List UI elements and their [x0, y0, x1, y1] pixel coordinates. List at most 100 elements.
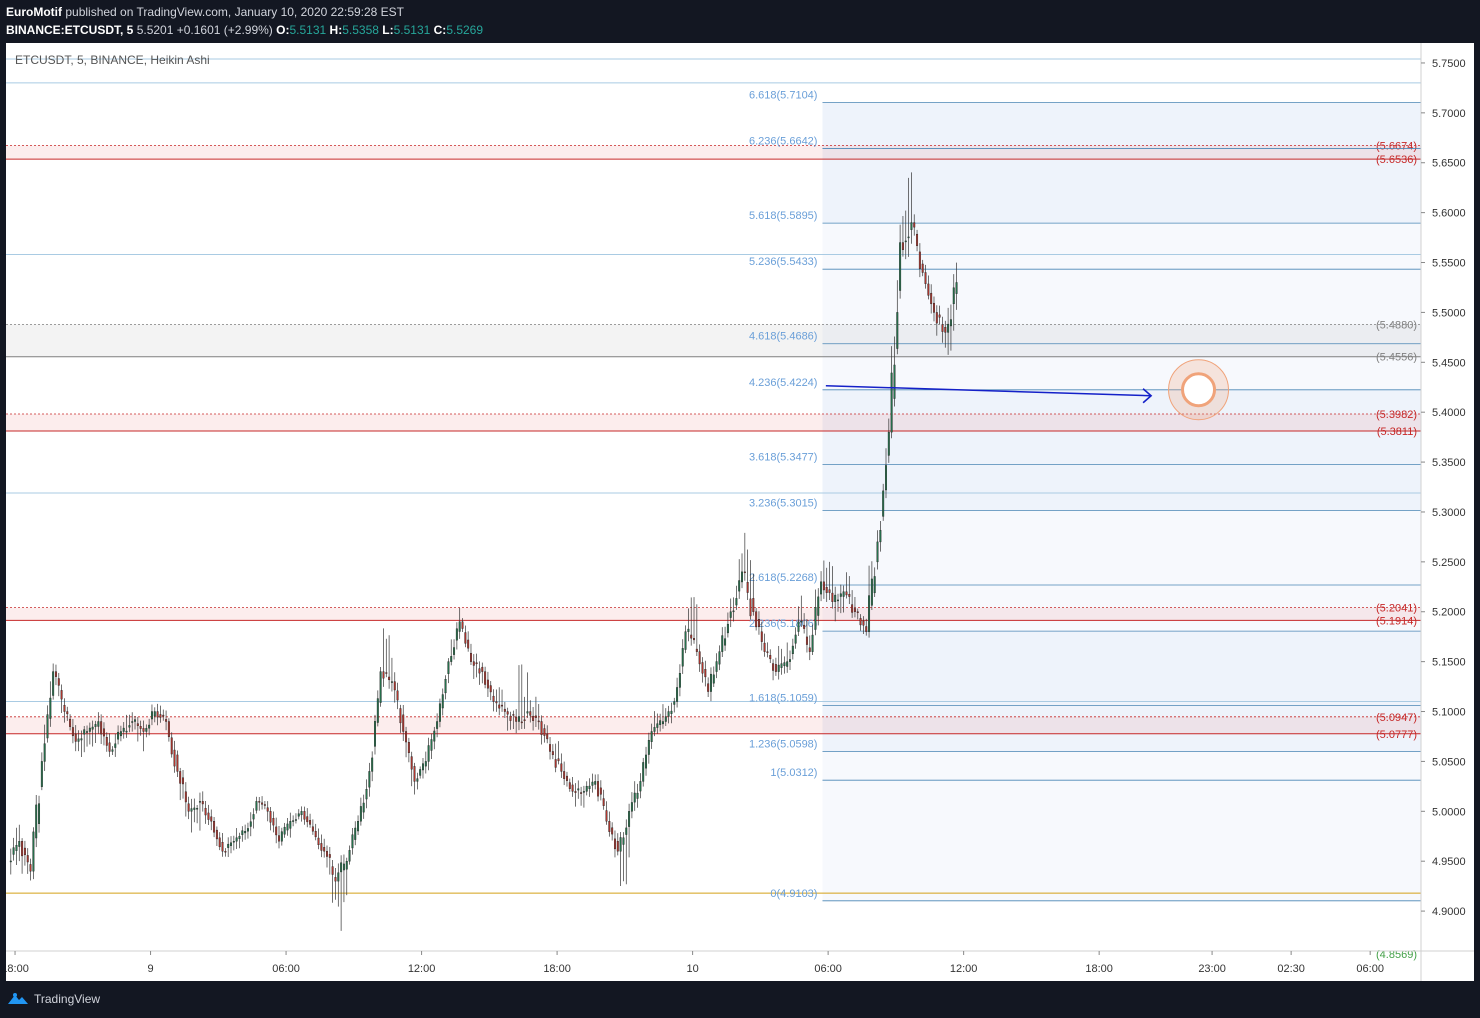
candle-body: [899, 242, 902, 291]
candle-body: [40, 761, 43, 787]
candle-body: [134, 719, 136, 722]
zone-band: [6, 607, 1421, 621]
candle-body: [811, 634, 814, 652]
candle-body: [424, 761, 427, 767]
candle-body: [543, 728, 546, 736]
candle-body: [368, 771, 371, 788]
arrow-head: [1142, 388, 1153, 404]
time-tick-label: 12:00: [950, 963, 978, 975]
publish-header: EuroMotif published on TradingView.com, …: [0, 0, 1480, 42]
tradingview-logo-icon[interactable]: [6, 990, 30, 1011]
candle-body: [715, 661, 718, 672]
candle-body: [419, 769, 422, 776]
candle-body: [470, 652, 472, 662]
candle-body: [746, 582, 749, 593]
candle-body: [757, 619, 760, 628]
candle-body: [9, 860, 12, 863]
candle-body: [676, 687, 679, 702]
candle-body: [227, 843, 230, 848]
symbol-name: BINANCE:ETCUSDT, 5: [6, 23, 134, 37]
candle-body: [156, 711, 159, 718]
candle-body: [743, 571, 746, 574]
candle-body: [512, 714, 515, 716]
candle-body: [150, 711, 153, 720]
chart-area[interactable]: (5.6674) (5.6536) (5.4880) (5.4556) (5.3982)…: [1, 43, 1474, 981]
candle-body: [659, 720, 662, 725]
candle-body: [532, 715, 535, 721]
time-tick-label: 12:00: [408, 963, 436, 975]
candle-body: [800, 620, 803, 623]
candle-body: [862, 620, 865, 626]
candle-body: [69, 718, 72, 727]
candle-body: [362, 802, 365, 813]
candle-body: [215, 829, 218, 840]
candle-body: [656, 723, 659, 728]
candle-body: [560, 763, 563, 772]
candle-body: [354, 827, 357, 840]
candle-body: [890, 372, 893, 433]
zone-bottom-label: (5.3811): [1377, 426, 1417, 438]
fib-band: [822, 510, 1421, 632]
candle-body: [427, 745, 430, 762]
candle-body: [131, 721, 134, 723]
candle-body: [741, 571, 743, 583]
candle-body: [901, 242, 904, 250]
candle-body: [650, 731, 653, 742]
candle-body: [780, 663, 783, 668]
candle-body: [246, 828, 249, 832]
candle-body: [303, 811, 306, 820]
tradingview-brand[interactable]: TradingView: [34, 992, 101, 1006]
candle-body: [822, 581, 825, 591]
candle-body: [438, 703, 441, 722]
candle-body: [249, 821, 252, 827]
candle-body: [396, 690, 399, 701]
candle-body: [690, 634, 693, 639]
candle-body: [828, 589, 831, 593]
zone-band: [6, 413, 1421, 432]
time-tick-label: 9: [147, 963, 153, 975]
candle-body: [611, 827, 614, 835]
candle-body: [633, 792, 636, 803]
author-name[interactable]: EuroMotif: [6, 5, 62, 19]
candle-body: [88, 727, 91, 732]
candle-body: [684, 631, 687, 650]
fib-label: 1.236(5.0598): [749, 739, 818, 751]
time-tick-label: 06:00: [1356, 963, 1384, 975]
candle-body: [148, 724, 151, 729]
candle-body: [416, 778, 419, 782]
price-chart[interactable]: (5.6674) (5.6536) (5.4880) (5.4556) (5.3982)…: [1, 43, 1474, 981]
candle-body: [238, 835, 241, 839]
candle-body: [453, 647, 456, 655]
candle-body: [441, 694, 444, 709]
candle-body: [551, 751, 554, 756]
candle-body: [184, 791, 187, 803]
candle-body: [540, 721, 543, 735]
candle-body: [597, 781, 600, 797]
fib-label: 3.236(5.3015): [749, 497, 818, 509]
candle-body: [433, 730, 436, 742]
candle-body: [693, 638, 695, 641]
price-tick-label: 5.1000: [1432, 707, 1466, 719]
candle-body: [407, 741, 410, 754]
fib-label: 5.618(5.5895): [749, 210, 818, 222]
candle-body: [729, 611, 732, 618]
price-tick-label: 5.0000: [1432, 806, 1466, 818]
candle-body: [15, 845, 18, 851]
candle-body: [732, 610, 735, 613]
candle-body: [29, 864, 32, 872]
candle-body: [509, 715, 512, 721]
candle-body: [117, 731, 120, 740]
candle-body: [261, 802, 264, 805]
candle-body: [924, 272, 927, 284]
candle-body: [272, 818, 275, 826]
candle-body: [557, 758, 560, 762]
candle-body: [805, 636, 808, 645]
candle-body: [337, 872, 340, 882]
candle-body: [537, 720, 540, 723]
close-value: 5.5269: [446, 23, 484, 37]
fib-label: 2.618(5.2268): [749, 572, 818, 584]
candle-body: [724, 638, 727, 646]
candle-body: [43, 743, 46, 762]
highlight-circle-inner: [1181, 372, 1217, 408]
candle-body: [619, 837, 622, 852]
